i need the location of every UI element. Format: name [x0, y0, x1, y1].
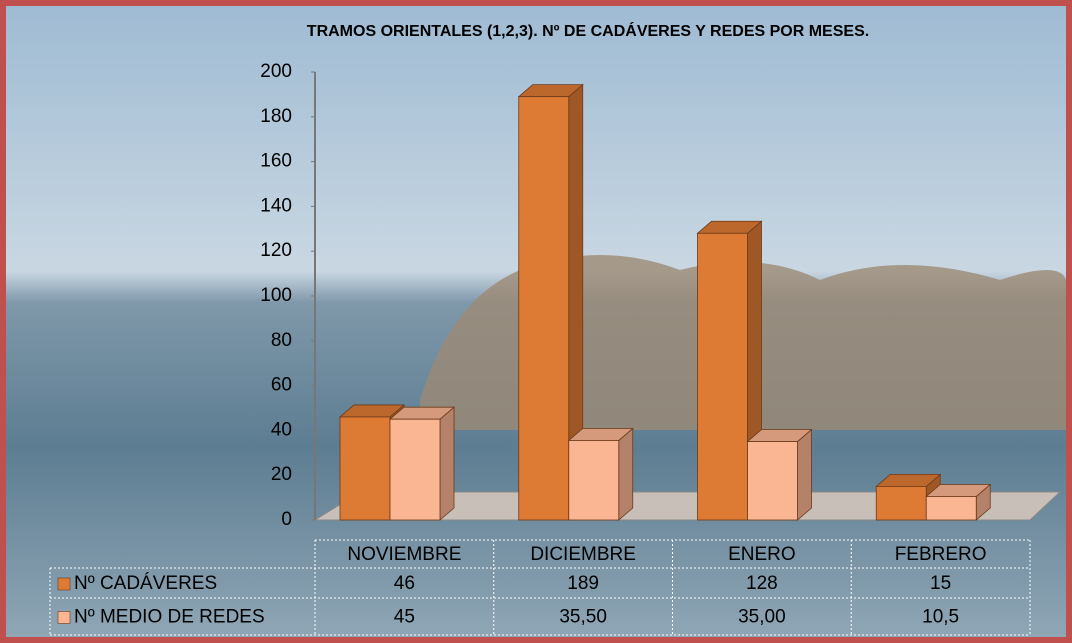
bar	[340, 417, 390, 520]
x-tick-label: NOVIEMBRE	[347, 544, 461, 565]
x-tick-label: ENERO	[728, 544, 796, 565]
bar-side	[798, 430, 812, 520]
bar	[390, 419, 440, 520]
chart-title: TRAMOS ORIENTALES (1,2,3). Nº DE CADÁVER…	[307, 21, 869, 40]
table-value: 189	[567, 573, 599, 594]
y-tick-label: 200	[260, 61, 292, 82]
x-tick-label: FEBRERO	[895, 544, 987, 565]
bar	[926, 496, 976, 520]
y-tick-label: 40	[271, 419, 292, 440]
legend-label: Nº CADÁVERES	[74, 573, 217, 594]
y-tick-label: 0	[281, 509, 292, 530]
chart: TRAMOS ORIENTALES (1,2,3). Nº DE CADÁVER…	[0, 0, 1072, 643]
bar	[698, 233, 748, 520]
y-tick-label: 100	[260, 285, 292, 306]
table-value: 45	[394, 607, 415, 628]
y-tick-label: 120	[260, 240, 292, 261]
bar	[876, 486, 926, 520]
table-value: 35,00	[738, 607, 786, 628]
bar	[748, 442, 798, 520]
table-value: 128	[746, 573, 778, 594]
bar	[519, 97, 569, 520]
y-tick-label: 60	[271, 375, 292, 396]
y-tick-label: 140	[260, 195, 292, 216]
x-tick-label: DICIEMBRE	[530, 544, 636, 565]
table-value: 10,5	[922, 607, 959, 628]
table-value: 46	[394, 573, 415, 594]
y-tick-label: 180	[260, 106, 292, 127]
bar-side	[619, 428, 633, 520]
legend-label: Nº MEDIO DE REDES	[74, 607, 265, 628]
y-tick-label: 20	[271, 464, 292, 485]
legend-swatch	[58, 578, 70, 590]
table-value: 35,50	[559, 607, 607, 628]
bar	[569, 440, 619, 520]
y-tick-label: 160	[260, 151, 292, 172]
table-value: 15	[930, 573, 951, 594]
legend-swatch	[58, 612, 70, 624]
bar-side	[440, 407, 454, 520]
y-tick-label: 80	[271, 330, 292, 351]
page: {"chart_data": {"type": "bar3d", "title"…	[0, 0, 1072, 643]
